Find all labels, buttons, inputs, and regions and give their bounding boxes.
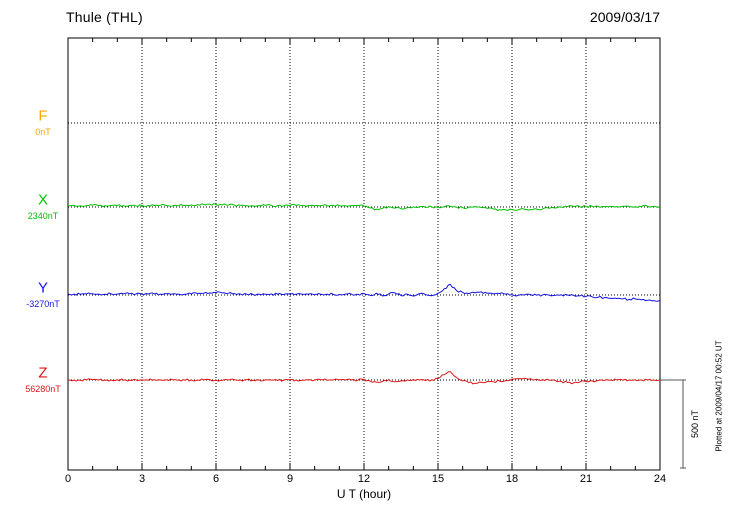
- x-tick-label-15: 15: [431, 473, 445, 485]
- series-label-Y: Y: [37, 279, 49, 297]
- x-tick-label-9: 9: [286, 473, 294, 485]
- scale-bar-label: 500 nT: [690, 409, 700, 439]
- plotted-at-note: Plotted at 2009/04/17 00:52 UT: [714, 340, 724, 452]
- series-label-X: X: [37, 191, 49, 209]
- x-tick-label-21: 21: [579, 473, 593, 485]
- x-tick-label-18: 18: [505, 473, 519, 485]
- series-label-Z: Z: [38, 364, 48, 382]
- x-tick-label-0: 0: [64, 473, 72, 485]
- series-baseline-value-F: 0nT: [35, 127, 51, 137]
- station-title: Thule (THL): [66, 9, 143, 25]
- series-baseline-value-X: 2340nT: [27, 211, 59, 221]
- x-axis-label: U T (hour): [336, 487, 392, 501]
- series-label-F: F: [38, 107, 48, 125]
- trace-X: [67, 203, 661, 212]
- series-baseline-value-Z: 56280nT: [25, 384, 61, 394]
- x-tick-label-6: 6: [212, 473, 220, 485]
- series-baseline-value-Y: -3270nT: [26, 299, 60, 309]
- x-tick-label-3: 3: [138, 473, 146, 485]
- trace-Y: [67, 283, 661, 302]
- x-tick-label-12: 12: [357, 473, 371, 485]
- x-tick-label-24: 24: [653, 473, 667, 485]
- trace-Z: [67, 371, 661, 385]
- plot-date: 2009/03/17: [589, 9, 660, 25]
